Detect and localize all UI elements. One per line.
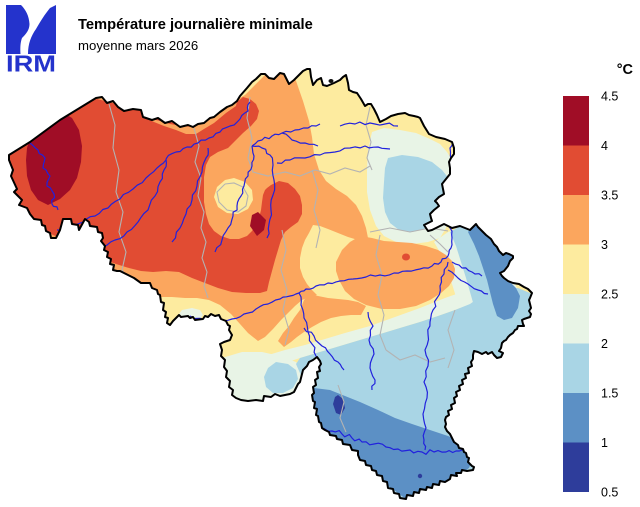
svg-text:1.5: 1.5 xyxy=(601,387,618,401)
svg-text:0.5: 0.5 xyxy=(601,486,618,500)
svg-text:3: 3 xyxy=(601,238,608,252)
svg-text:1: 1 xyxy=(601,436,608,450)
svg-text:3.5: 3.5 xyxy=(601,189,618,203)
svg-text:2: 2 xyxy=(601,337,608,351)
svg-text:4.5: 4.5 xyxy=(601,90,618,104)
svg-text:2.5: 2.5 xyxy=(601,288,618,302)
svg-text:4: 4 xyxy=(601,139,608,153)
svg-text:°C: °C xyxy=(617,62,634,78)
svg-text:IRM: IRM xyxy=(6,51,56,77)
